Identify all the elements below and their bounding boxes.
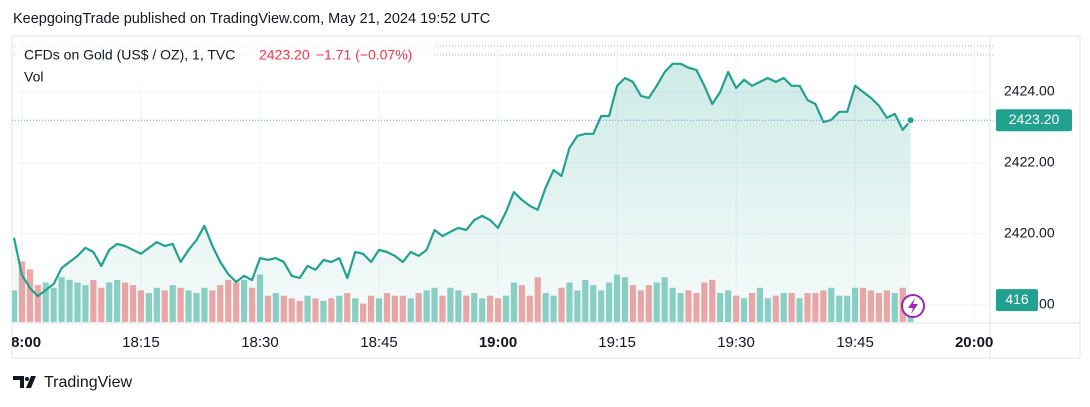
price-badge-label: 2423.20	[1009, 111, 1060, 127]
logo	[13, 376, 36, 388]
logo-dot	[25, 377, 29, 381]
x-tick-label: 19:15	[598, 334, 636, 351]
volume-badge	[996, 289, 1038, 312]
x-tick-label: 19:30	[717, 334, 755, 351]
chart-frame	[11, 35, 1081, 359]
y-tick-label: 2424.00	[1004, 83, 1055, 99]
time-axis: 18:00 18:15 18:30 18:45 19:00 19:15 19:30 19:45…	[3, 334, 993, 351]
x-tick-label: 18:30	[241, 334, 279, 351]
legend-volume: Vol	[24, 69, 43, 85]
axes: 2418.002420.002422.002424.0018:0018:1518…	[3, 83, 1072, 351]
footer-brand: TradingView	[44, 374, 132, 391]
legend: CFDs on Gold (US$ / OZ), 1, TVC 2423.20 …	[16, 45, 436, 85]
x-tick-label: 18:00	[3, 334, 41, 351]
flash-icon	[901, 294, 925, 318]
header-text: KeepgoingTrade published on TradingView.…	[13, 11, 490, 27]
price-area	[14, 63, 911, 323]
x-tick-label: 20:00	[955, 334, 993, 351]
footer: TradingView	[13, 374, 132, 391]
legend-symbol: CFDs on Gold (US$ / OZ), 1, TVC	[24, 47, 235, 63]
legend-price: 2423.20	[259, 47, 310, 63]
x-tick-label: 18:15	[122, 334, 160, 351]
x-tick-label: 18:45	[360, 334, 398, 351]
legend-change: −1.71 (−0.07%)	[316, 47, 413, 63]
y-tick-label: 2422.00	[1004, 154, 1055, 170]
x-tick-label: 19:45	[836, 334, 874, 351]
volume-badge-label: 416	[1005, 291, 1029, 307]
legend-bg	[16, 45, 436, 85]
price-pane	[12, 62, 912, 323]
y-tick-label: 2420.00	[1004, 225, 1055, 241]
price-badge	[996, 109, 1072, 132]
x-tick-label: 19:00	[479, 334, 517, 351]
last-point	[906, 116, 915, 125]
price-line	[12, 62, 912, 298]
